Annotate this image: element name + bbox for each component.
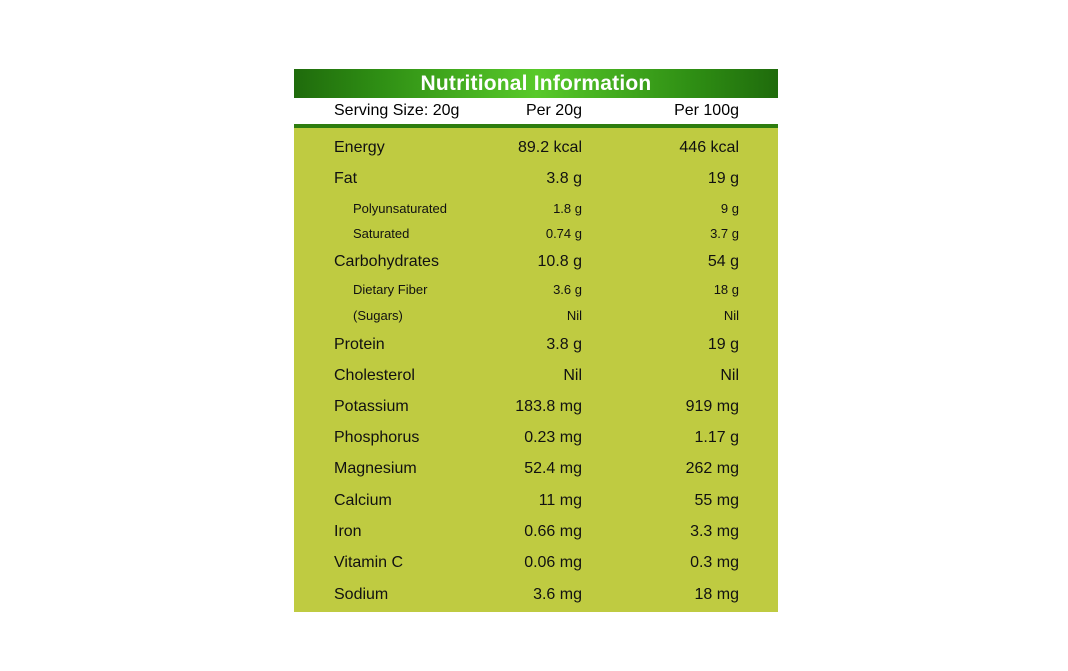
nutrient-table: Energy 89.2 kcal 446 kcal Fat 3.8 g 19 g Polyu… (294, 128, 778, 612)
per-20g-value: 3.8 g (546, 336, 582, 353)
per-100g-value: Nil (720, 367, 739, 384)
per-100g-value: 262 mg (685, 460, 739, 477)
per-20g-value: 0.66 mg (524, 523, 582, 540)
per-100g-value: 9 g (720, 201, 739, 216)
per-100g-value: 19 g (707, 170, 739, 187)
per-20g-value: Nil (563, 367, 582, 384)
per-20g-value: 52.4 mg (524, 460, 582, 477)
nutrient-row: (Sugars) Nil Nil (294, 308, 778, 328)
nutrient-name: Saturated (353, 226, 410, 241)
nutrient-row: Potassium 183.8 mg 919 mg (294, 398, 778, 418)
per-100g-value: 54 g (707, 253, 739, 270)
nutrient-name: Magnesium (334, 460, 417, 477)
per-100g-value: 18 mg (694, 586, 739, 603)
per-100g-value: 0.3 mg (690, 554, 739, 571)
per-100g-value: 3.3 mg (690, 523, 739, 540)
nutrient-name: Vitamin C (334, 554, 404, 571)
nutrient-row: Iron 0.66 mg 3.3 mg (294, 523, 778, 543)
nutrient-name: Cholesterol (334, 367, 415, 384)
nutrition-panel: Nutritional Information Serving Size: 20… (294, 69, 778, 612)
nutrient-row: Carbohydrates 10.8 g 54 g (294, 253, 778, 273)
nutrient-row: Vitamin C 0.06 mg 0.3 mg (294, 554, 778, 574)
per-20g-value: 10.8 g (537, 253, 582, 270)
per-100g-value: 1.17 g (694, 429, 739, 446)
per-100g-value: 446 kcal (679, 139, 739, 156)
nutrient-row: Phosphorus 0.23 mg 1.17 g (294, 429, 778, 449)
nutrient-row: Calcium 11 mg 55 mg (294, 492, 778, 512)
nutrient-name: Protein (334, 336, 385, 353)
nutrient-row: Dietary Fiber 3.6 g 18 g (294, 282, 778, 302)
nutrient-name: Phosphorus (334, 429, 420, 446)
nutrient-name: Sodium (334, 586, 389, 603)
per-100g-header: Per 100g (674, 102, 739, 119)
per-100g-value: 55 mg (694, 492, 739, 509)
nutrient-name: (Sugars) (353, 308, 403, 323)
panel-title: Nutritional Information (294, 69, 778, 98)
nutrient-name: Iron (334, 523, 362, 540)
column-header-row: Serving Size: 20g Per 20g Per 100g (294, 98, 778, 124)
per-20g-header: Per 20g (525, 102, 582, 119)
nutrient-name: Polyunsaturated (353, 201, 447, 216)
serving-size-label: Serving Size: 20g (334, 102, 460, 119)
per-100g-value: 3.7 g (710, 226, 739, 241)
nutrient-name: Fat (334, 170, 358, 187)
per-100g-value: 19 g (707, 336, 739, 353)
per-20g-value: 1.8 g (553, 201, 582, 216)
nutrient-name: Dietary Fiber (353, 282, 428, 297)
nutrient-row: Magnesium 52.4 mg 262 mg (294, 460, 778, 480)
nutrient-name: Calcium (334, 492, 392, 509)
nutrient-row: Saturated 0.74 g 3.7 g (294, 226, 778, 246)
per-20g-value: 11 mg (538, 492, 582, 509)
nutrient-row: Cholesterol Nil Nil (294, 367, 778, 387)
per-100g-value: 18 g (713, 282, 739, 297)
nutrient-row: Protein 3.8 g 19 g (294, 336, 778, 356)
header-divider (294, 124, 778, 128)
per-20g-value: 0.06 mg (524, 554, 582, 571)
per-20g-value: 3.8 g (546, 170, 582, 187)
per-20g-value: 3.6 g (553, 282, 582, 297)
per-20g-value: 89.2 kcal (517, 139, 582, 156)
nutrient-name: Potassium (334, 398, 409, 415)
per-20g-value: 0.74 g (545, 226, 582, 241)
nutrient-row: Fat 3.8 g 19 g (294, 170, 778, 190)
nutrient-name: Carbohydrates (334, 253, 439, 270)
nutrient-row: Polyunsaturated 1.8 g 9 g (294, 201, 778, 221)
nutrient-row: Energy 89.2 kcal 446 kcal (294, 139, 778, 159)
nutrient-row: Sodium 3.6 mg 18 mg (294, 586, 778, 606)
per-20g-value: 183.8 mg (515, 398, 582, 415)
nutrient-name: Energy (334, 139, 385, 156)
per-20g-value: 0.23 mg (524, 429, 582, 446)
per-100g-value: 919 mg (685, 398, 739, 415)
per-100g-value: Nil (723, 308, 739, 323)
per-20g-value: 3.6 mg (533, 586, 582, 603)
per-20g-value: Nil (566, 308, 582, 323)
